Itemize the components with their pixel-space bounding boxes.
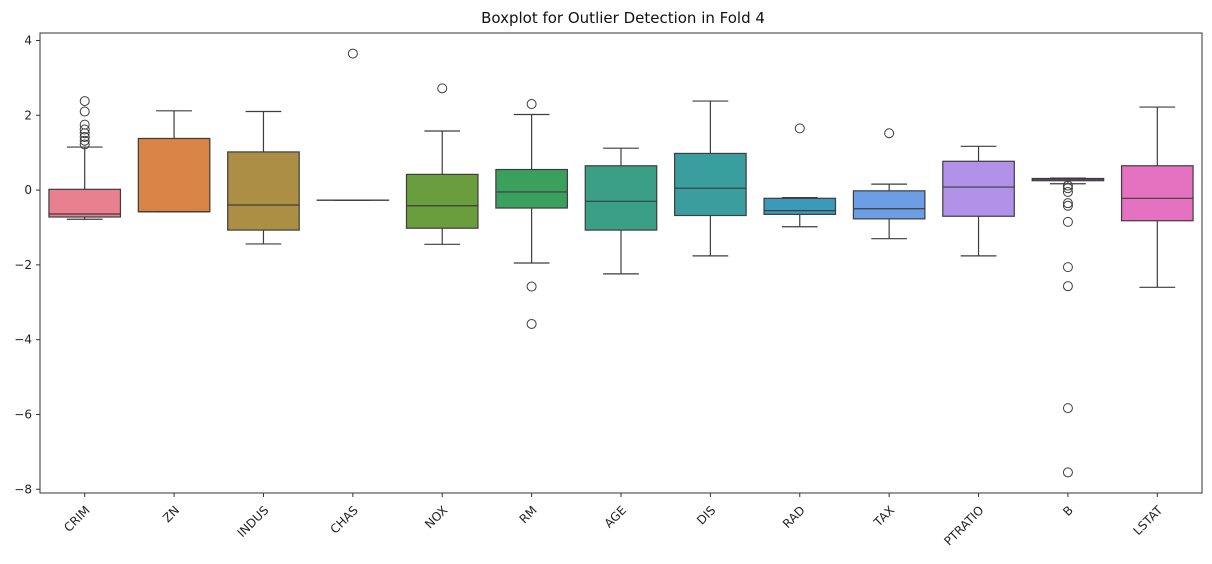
box-dis xyxy=(674,100,747,257)
outlier-point xyxy=(79,119,90,130)
box-age xyxy=(584,147,658,275)
box-chas xyxy=(316,48,390,201)
outlier-point xyxy=(884,128,895,139)
outlier-point xyxy=(526,318,537,329)
x-tick-label: CRIM xyxy=(61,503,93,535)
box-rm xyxy=(495,99,568,329)
outlier-point xyxy=(1062,198,1073,209)
outlier-point xyxy=(526,281,537,292)
box-crim xyxy=(48,96,122,220)
outlier-point xyxy=(79,139,90,150)
outlier-point xyxy=(437,83,448,94)
box-lstat xyxy=(1120,106,1194,288)
x-tick-label: NOX xyxy=(422,503,450,531)
x-tick-label: CHAS xyxy=(328,503,361,536)
y-tick-label: 4 xyxy=(24,33,32,47)
outlier-point xyxy=(1062,262,1073,273)
x-tick-label: RAD xyxy=(780,503,808,531)
x-tick-label: B xyxy=(1060,503,1076,519)
outlier-point xyxy=(1062,281,1073,292)
x-tick-label: INDUS xyxy=(235,503,272,540)
outlier-point xyxy=(1062,183,1073,194)
x-tick-label: PTRATIO xyxy=(941,503,986,548)
iqr-box xyxy=(674,152,747,217)
box-nox xyxy=(405,83,479,245)
outlier-point xyxy=(1062,180,1073,191)
y-tick-label: −2 xyxy=(14,258,32,272)
y-axis: 4 2 0 −2 −4 −6 −8 xyxy=(14,33,40,496)
iqr-box xyxy=(584,165,658,231)
iqr-box xyxy=(495,168,568,209)
outlier-point xyxy=(79,96,90,107)
x-tick-label: ZN xyxy=(160,503,182,525)
outlier-point xyxy=(79,124,90,135)
iqr-box xyxy=(852,190,926,220)
y-tick-label: 0 xyxy=(24,183,32,197)
iqr-box xyxy=(227,151,300,231)
iqr-box xyxy=(942,160,1015,217)
outlier-point xyxy=(79,106,90,117)
x-tick-label: RM xyxy=(517,503,540,526)
box-rad xyxy=(763,123,837,228)
iqr-box xyxy=(1120,165,1194,222)
iqr-box xyxy=(48,188,122,218)
outlier-point xyxy=(1062,186,1073,197)
outlier-point xyxy=(347,48,358,59)
iqr-box xyxy=(405,173,479,229)
x-tick-label: TAX xyxy=(870,503,897,530)
box-zn xyxy=(137,110,211,213)
plot-frame xyxy=(39,32,1203,494)
outlier-point xyxy=(1062,467,1073,478)
chart-title: Boxplot for Outlier Detection in Fold 4 xyxy=(481,9,765,27)
outlier-point xyxy=(1062,216,1073,227)
outlier-point xyxy=(794,123,805,134)
y-tick-label: 2 xyxy=(24,108,32,122)
x-tick-label: AGE xyxy=(602,503,629,530)
outlier-point xyxy=(1062,403,1073,414)
y-tick-label: −8 xyxy=(14,482,32,496)
iqr-box xyxy=(763,197,837,215)
y-tick-label: −4 xyxy=(14,333,32,347)
plot-area xyxy=(48,48,1194,478)
x-axis: CRIM ZN INDUS CHAS NOX RM AGE DIS RAD TAX PTRATIO B… xyxy=(61,493,1166,548)
box-b xyxy=(1031,177,1105,478)
outlier-point xyxy=(79,131,90,142)
x-tick-label: LSTAT xyxy=(1130,503,1165,538)
y-tick-label: −6 xyxy=(14,407,32,421)
outlier-point xyxy=(1062,200,1073,211)
box-ptratio xyxy=(942,145,1015,257)
box-tax xyxy=(852,128,926,240)
box-indus xyxy=(227,110,300,245)
iqr-box xyxy=(137,137,211,213)
outlier-point xyxy=(526,99,537,110)
outlier-point xyxy=(79,135,90,146)
x-tick-label: DIS xyxy=(694,503,718,527)
